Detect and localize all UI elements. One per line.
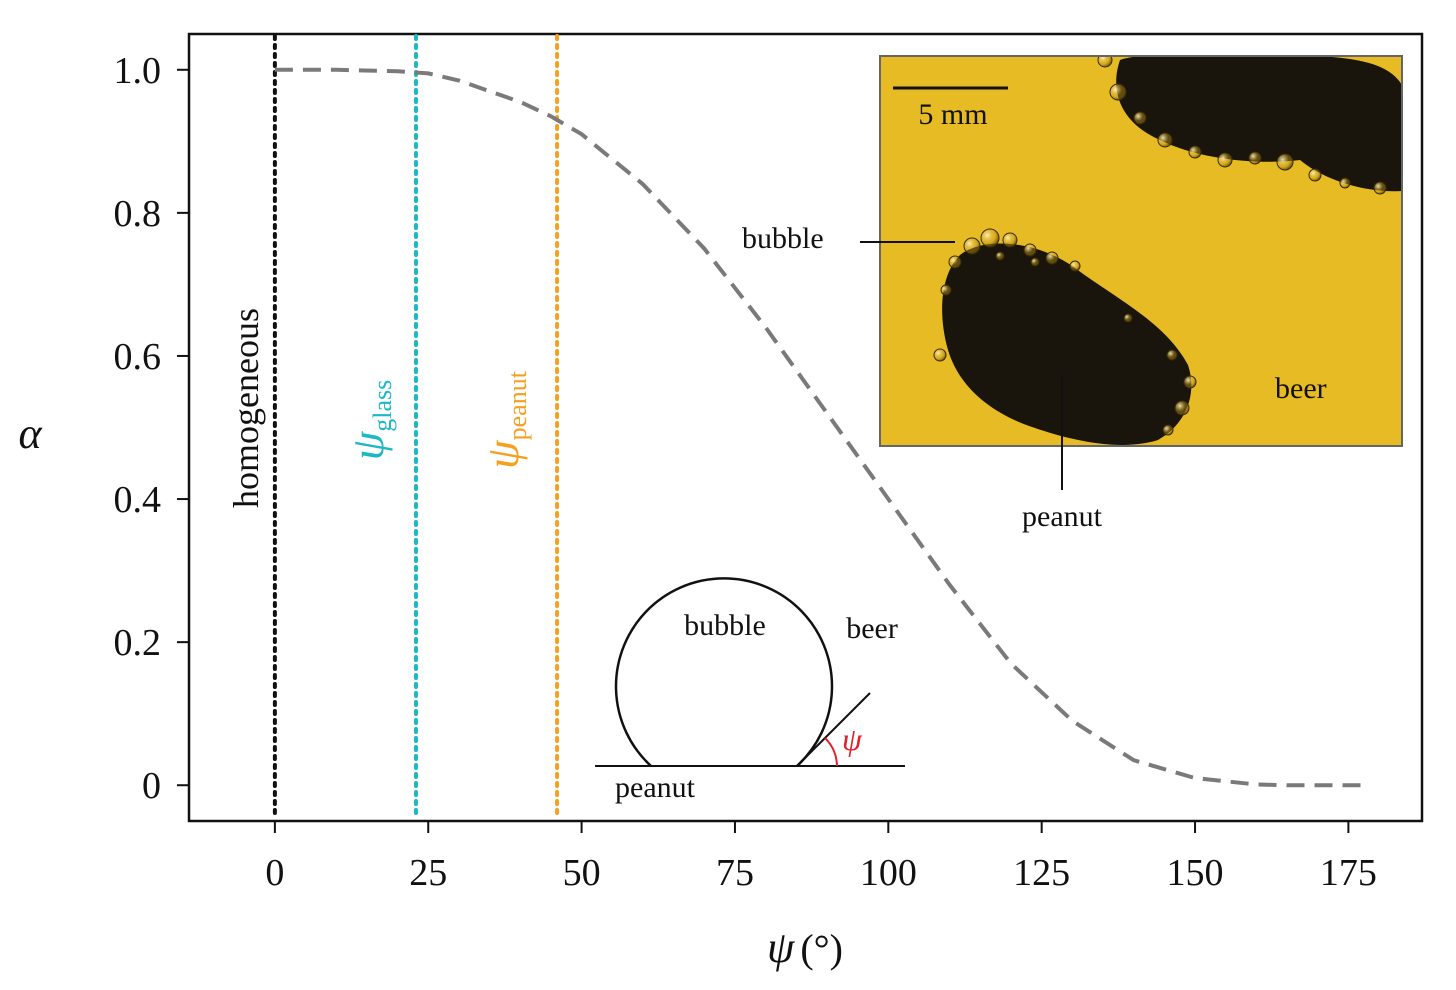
reference-lines xyxy=(272,34,560,821)
x-tick-label: 125 xyxy=(1013,852,1070,894)
photo-bubble-label: bubble xyxy=(742,222,824,255)
alpha-curve xyxy=(274,67,1367,788)
x-tick-label: 25 xyxy=(409,852,447,894)
x-axis-ticks: 0 25 50 75 100 125 150 175 xyxy=(265,821,1377,894)
diagram-bubble-label: bubble xyxy=(684,609,766,642)
scale-bar-label: 5 mm xyxy=(918,98,987,131)
psi-glass-label: ψglass xyxy=(342,380,397,461)
photo-frame xyxy=(879,55,1403,447)
psi-glass-symbol: ψ xyxy=(342,430,393,460)
psi-glass-subscript: glass xyxy=(368,380,397,432)
psi-peanut-symbol: ψ xyxy=(477,439,528,469)
x-tick-label: 50 xyxy=(563,852,601,894)
photo-bubbles xyxy=(933,56,1387,436)
diagram-beer-label: beer xyxy=(846,612,898,645)
x-tick-label: 150 xyxy=(1167,852,1224,894)
x-axis-unit: (°) xyxy=(800,926,843,971)
diagram-bubble-outline xyxy=(614,577,834,767)
x-tick-label: 100 xyxy=(860,852,917,894)
x-axis-label: ψ (°) xyxy=(767,923,843,972)
y-tick-label: 1.0 xyxy=(114,50,162,92)
y-tick-label: 0.2 xyxy=(114,622,162,664)
y-axis-ticks: 0 0.2 0.4 0.6 0.8 1.0 xyxy=(114,50,189,807)
x-tick-label: 0 xyxy=(265,852,284,894)
photo-peanut-label: peanut xyxy=(1022,500,1103,533)
y-tick-label: 0.6 xyxy=(114,336,162,378)
psi-peanut-subscript: peanut xyxy=(503,370,532,440)
psi-peanut-label: ψpeanut xyxy=(477,370,532,469)
diagram-peanut-label: peanut xyxy=(615,771,696,804)
diagram-angle-label: ψ xyxy=(842,721,863,757)
plot-frame xyxy=(187,32,1424,823)
x-tick-label: 75 xyxy=(716,852,754,894)
diagram-angle-arc xyxy=(824,737,838,767)
homogeneous-label: homogeneous xyxy=(226,308,266,508)
photo-inset: 5 mm bubble beer peanut xyxy=(742,55,1403,533)
y-tick-label: 0.8 xyxy=(114,193,162,235)
y-axis-label: α xyxy=(18,409,42,458)
y-tick-label: 0.4 xyxy=(114,479,162,521)
y-tick-label: 0 xyxy=(142,765,161,807)
photo-beer-label: beer xyxy=(1275,372,1327,405)
x-axis-symbol: ψ xyxy=(767,923,795,972)
photo-upper-peanut xyxy=(1116,56,1402,192)
contact-angle-diagram: ψ bubble beer peanut xyxy=(595,577,905,804)
photo-peanut xyxy=(942,243,1192,445)
x-tick-label: 175 xyxy=(1320,852,1377,894)
diagram-tangent-line xyxy=(796,692,871,767)
